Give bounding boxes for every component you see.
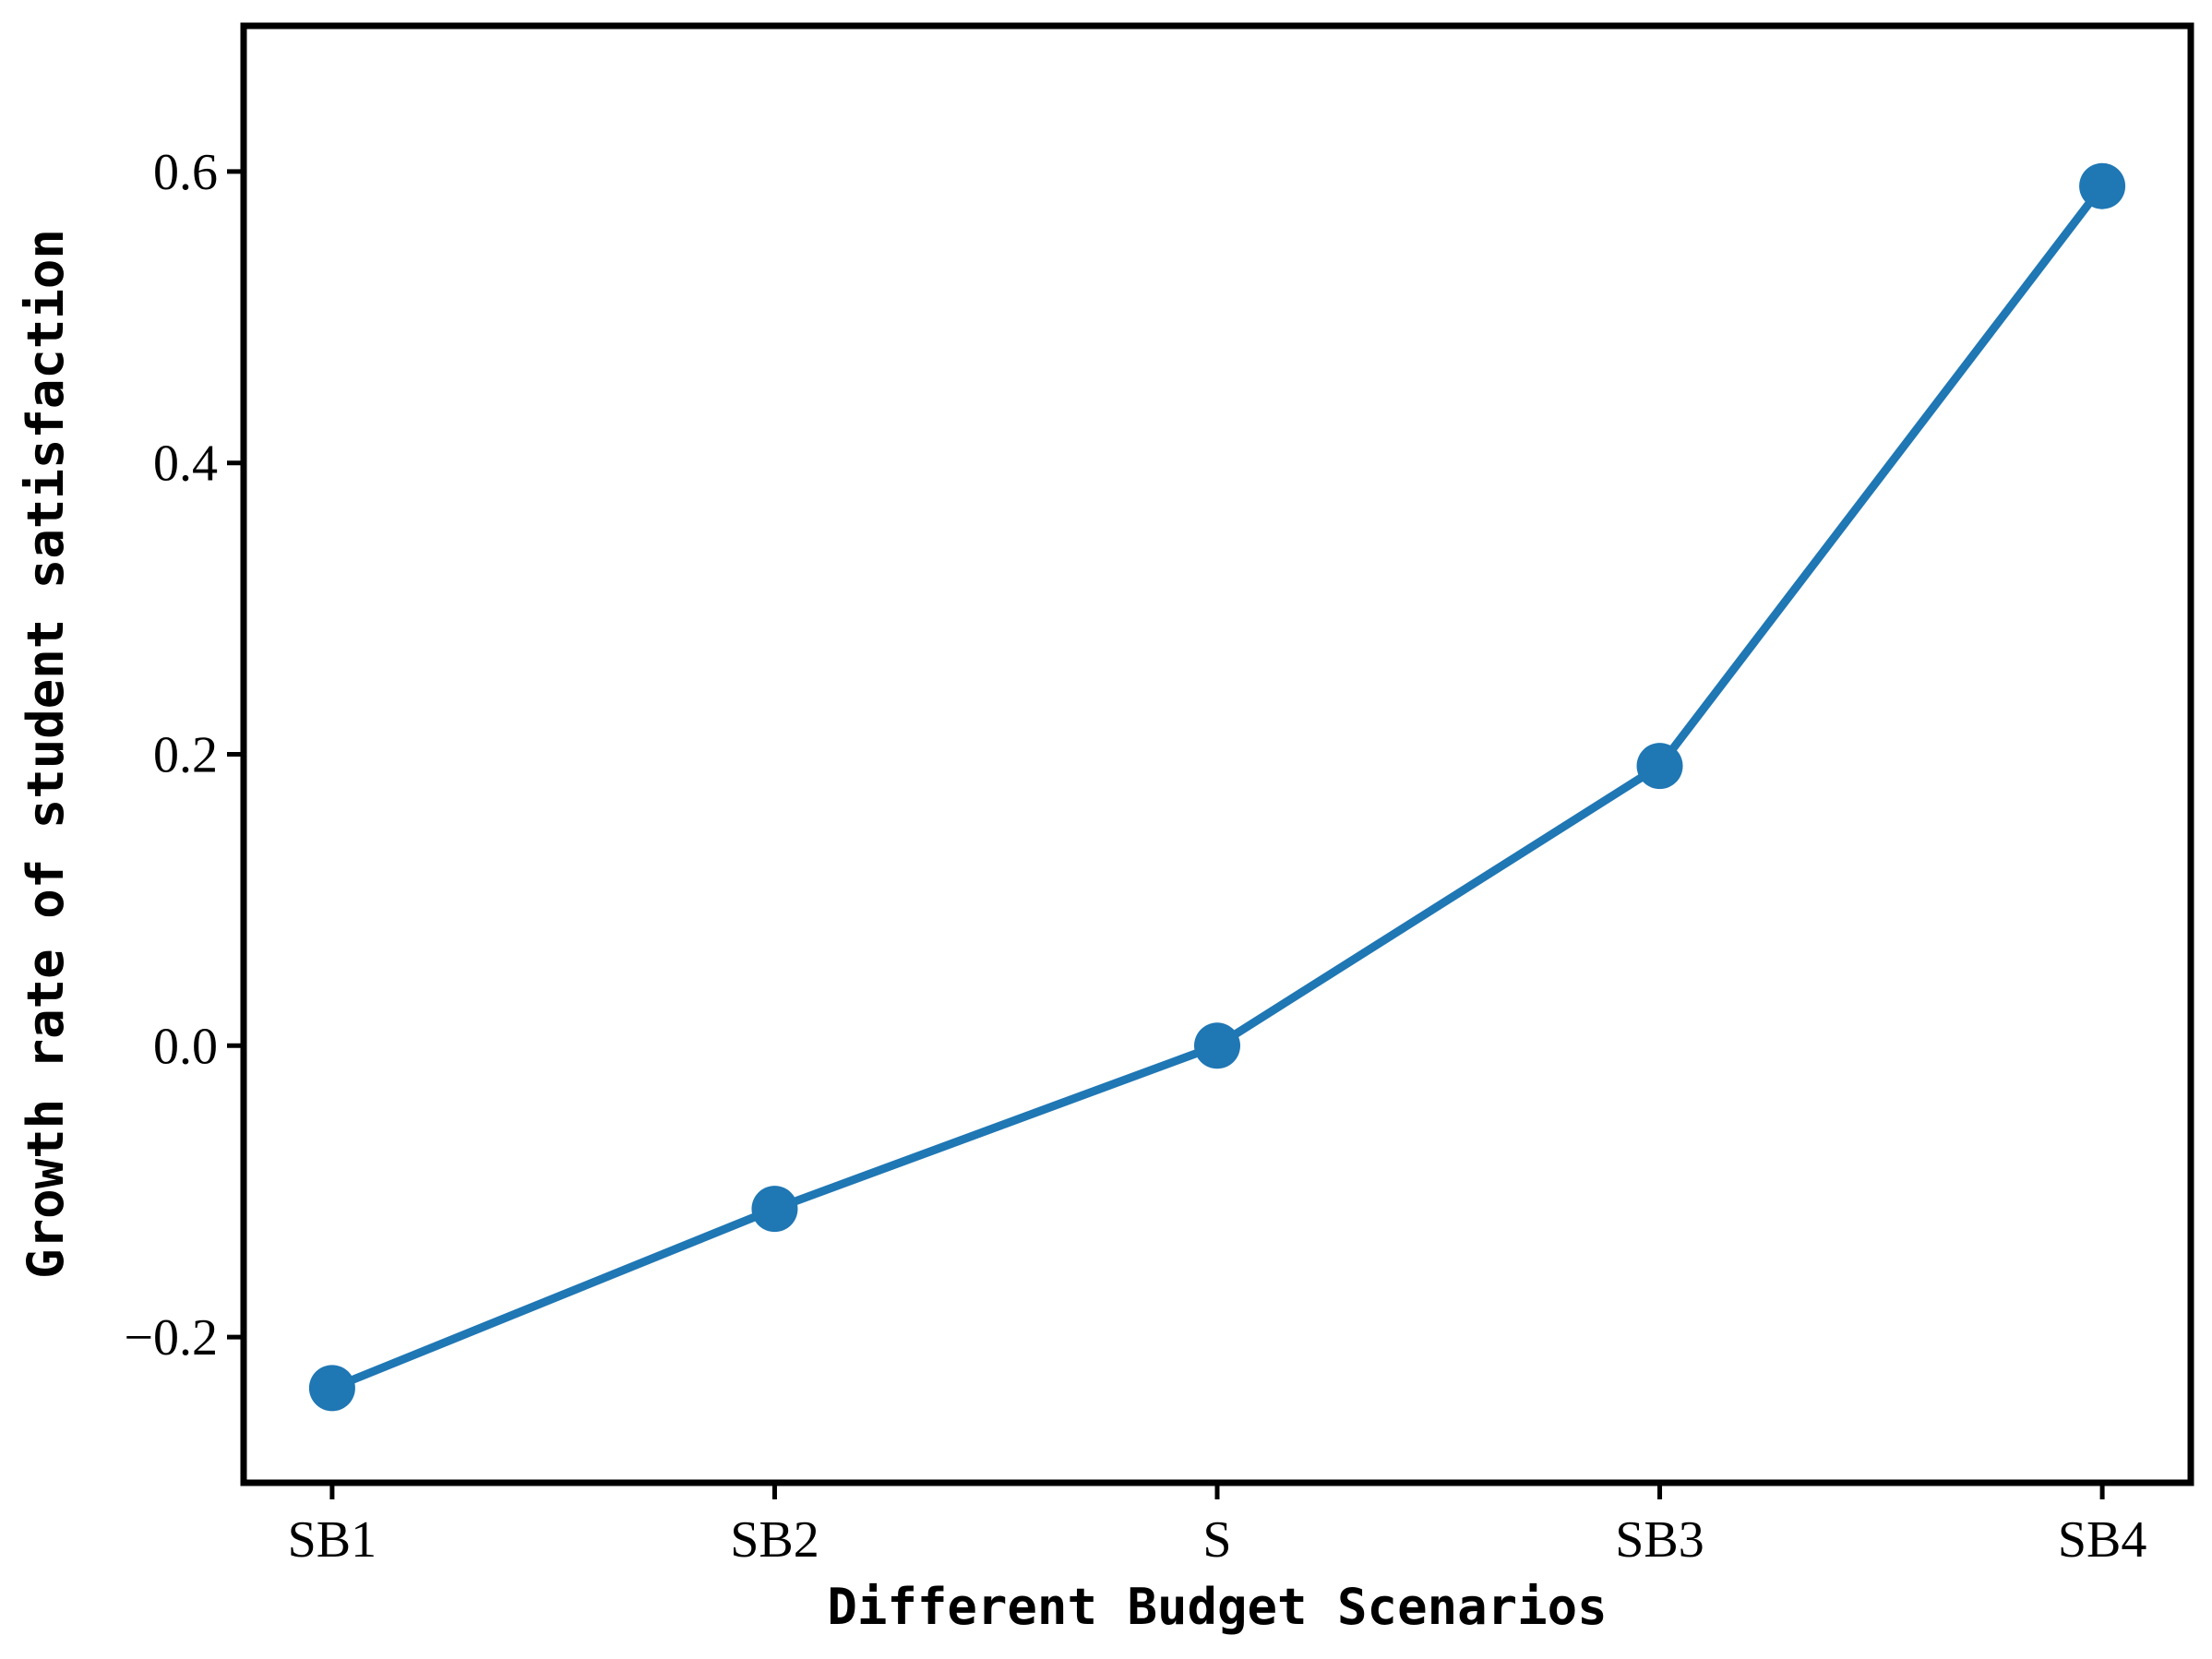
y-tick-label: 0.6 <box>153 144 218 201</box>
data-point <box>2079 162 2126 209</box>
data-point <box>1636 743 1683 790</box>
y-axis-label: Growth rate of student satisfaction <box>17 229 75 1279</box>
x-tick-label: SB2 <box>730 1511 819 1569</box>
data-line <box>330 183 2106 1392</box>
y-tick-label: 0.0 <box>153 1018 218 1075</box>
x-axis-label: Different Budget Scenarios <box>827 1578 1607 1636</box>
data-point <box>751 1186 798 1233</box>
data-point <box>308 1365 355 1412</box>
x-tick-label: SB1 <box>288 1511 377 1569</box>
x-tick-label: SB3 <box>1615 1511 1704 1569</box>
y-tick-label: −0.2 <box>124 1309 218 1367</box>
y-tick-label: 0.2 <box>153 727 218 784</box>
y-tick-label: 0.4 <box>153 436 218 493</box>
x-tick-label: SB4 <box>2058 1511 2147 1569</box>
plot-frame <box>240 22 2194 1486</box>
data-point <box>1194 1022 1240 1069</box>
x-tick-label: S <box>1202 1511 1231 1569</box>
